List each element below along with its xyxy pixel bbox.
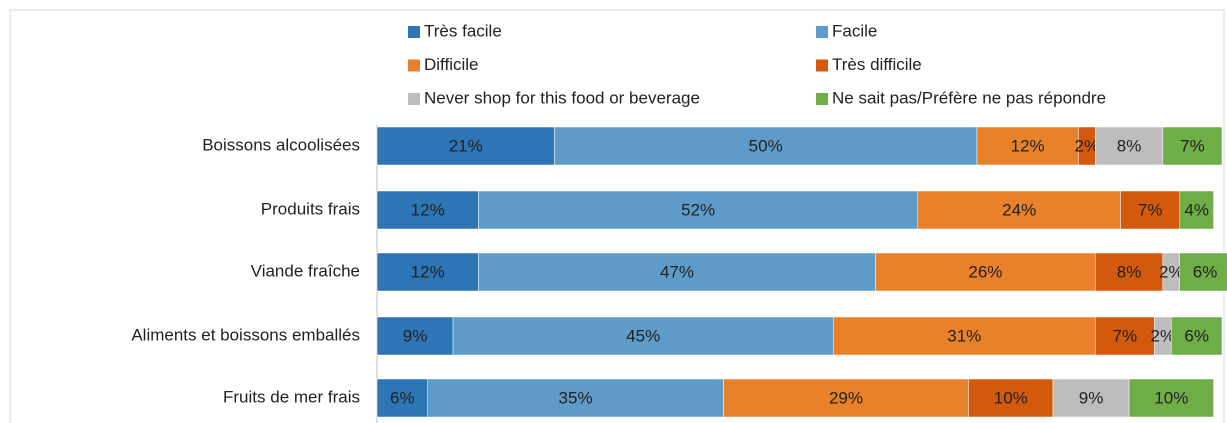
legend-label: Ne sait pas/Préfère ne pas répondre [832,88,1106,107]
bar-segment [1171,316,1223,356]
data-label: 31% [947,326,981,345]
legend-label: Très difficile [832,55,922,74]
category-label: Boissons alcoolisées [202,135,360,154]
legend-label: Facile [832,21,877,40]
legend-label: Très facile [424,21,502,40]
data-label: 12% [411,200,445,219]
bar-segment [1128,378,1214,418]
legend-swatch [816,93,828,105]
legend-swatch [816,26,828,38]
data-label: 7% [1138,200,1163,219]
bar-segment [1179,190,1214,230]
bar-segment [554,126,978,166]
bar-segment [376,190,479,230]
data-label: 10% [1154,388,1188,407]
data-label: 6% [1193,262,1218,281]
data-label: 6% [390,388,415,407]
data-label: 21% [449,136,483,155]
legend-swatch [408,59,420,72]
category-label: Produits frais [261,199,360,218]
data-label: 29% [829,388,863,407]
data-label: 7% [1180,136,1205,155]
bar-segment [427,378,724,418]
bar-segment [478,252,876,292]
data-label: 8% [1117,262,1142,281]
bar-segment [376,378,428,418]
bar-segment [1179,252,1227,292]
bar-segment [376,126,555,166]
bar-segment [1095,316,1155,356]
category-label: Aliments et boissons emballés [131,325,360,344]
data-label: 26% [968,262,1002,281]
data-label: 8% [1117,136,1142,155]
data-label: 10% [994,388,1028,407]
category-label: Viande fraîche [251,261,360,280]
data-label: 12% [411,262,445,281]
legend-swatch [408,93,420,105]
data-label: 6% [1184,326,1209,345]
data-label: 4% [1184,200,1209,219]
data-label: 2% [1151,326,1176,345]
data-label: 9% [403,326,428,345]
data-label: 45% [626,326,660,345]
bar-segment [1162,126,1223,166]
bar-segment [1095,252,1164,292]
bar-segment [723,378,969,418]
data-label: 35% [559,388,593,407]
data-label: 47% [660,262,694,281]
legend-swatch [408,26,420,38]
data-label: 50% [749,136,783,155]
legend-label: Never shop for this food or beverage [424,88,700,107]
bar-segment [376,252,479,292]
data-label: 2% [1075,136,1100,155]
bar-segment [376,316,454,356]
data-label: 2% [1159,262,1184,281]
data-label: 7% [1113,326,1138,345]
bar-segment [968,378,1054,418]
bar-segment [976,126,1079,166]
data-label: 24% [1002,200,1036,219]
bar-segment [1095,126,1164,166]
legend-label: Difficile [424,55,478,74]
bar-segment [833,316,1096,356]
legend-swatch [816,59,828,72]
bar-segment [478,190,919,230]
category-label: Fruits de mer frais [223,387,360,406]
bar-segment [917,190,1121,230]
data-label: 9% [1079,388,1104,407]
chart-frame [9,9,1225,423]
data-label: 52% [681,200,715,219]
data-label: 12% [1011,136,1045,155]
bar-segment [875,252,1096,292]
bar-segment [452,316,834,356]
